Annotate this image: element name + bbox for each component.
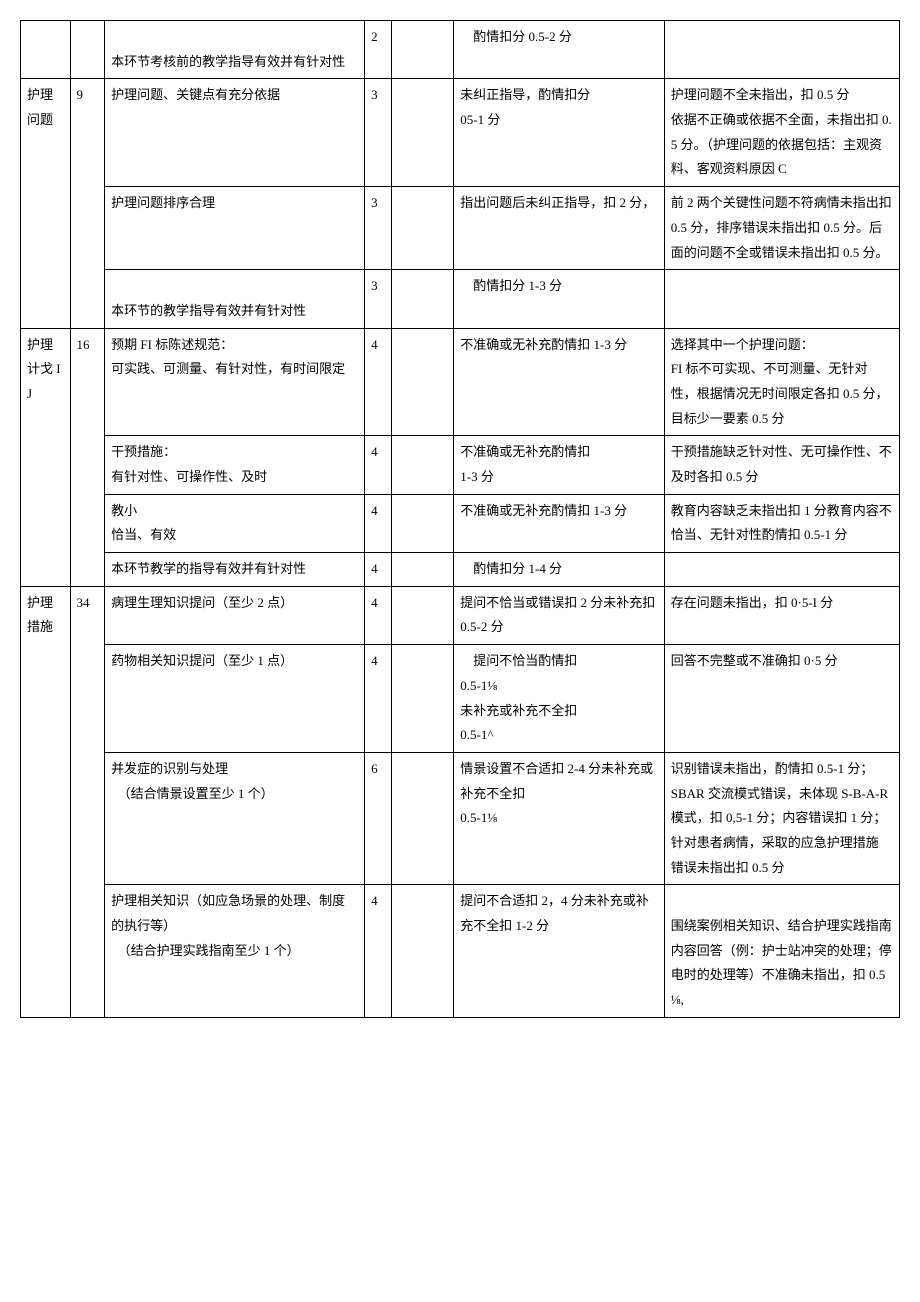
table-row: 本环节教学的指导有效并有针对性4 酌情扣分 1-4 分 (21, 553, 900, 587)
blank-cell (392, 187, 454, 270)
points-cell: 4 (365, 586, 392, 644)
score-weight-cell (70, 21, 105, 79)
criteria-cell: 预期 FI 标陈述规范：可实践、可测量、有针对性，有时间限定 (105, 328, 365, 436)
criteria-cell: 护理相关知识（如应急场景的处理、制度的执行等） （结合护理实践指南至少 1 个） (105, 885, 365, 1017)
table-row: 并发症的识别与处理 （结合情景设置至少 1 个）6 情景设置不合适扣 2-4 分未… (21, 752, 900, 884)
criteria-cell: 护理问题排序合理 (105, 187, 365, 270)
category-cell: 护理问题 (21, 79, 71, 328)
criteria-cell: 教小恰当、有效 (105, 494, 365, 552)
deduction-teacher-cell: 指出问题后未纠正指导，扣 2 分， (454, 187, 664, 270)
deduction-student-cell: 选择其中一个护理问题：FI 标不可实现、不可测量、无针对性，根据情况无时间限定各… (664, 328, 899, 436)
points-cell: 3 (365, 187, 392, 270)
table-row: 护理问题9护理问题、关键点有充分依据3未纠正指导，酌情扣分05-1 分护理问题不… (21, 79, 900, 187)
blank-cell (392, 885, 454, 1017)
deduction-teacher-cell: 不准确或无补充酌情扣 1-3 分 (454, 328, 664, 436)
deduction-student-cell: 干预措施缺乏针对性、无可操作性、不及时各扣 0.5 分 (664, 436, 899, 494)
deduction-student-cell: 教育内容缺乏未指出扣 1 分教育内容不恰当、无针对性酌情扣 0.5-1 分 (664, 494, 899, 552)
blank-cell (392, 494, 454, 552)
criteria-cell: 病理生理知识提问（至少 2 点） (105, 586, 365, 644)
points-cell: 4 (365, 436, 392, 494)
criteria-cell: 本环节的教学指导有效并有针对性 (105, 270, 365, 328)
blank-cell (392, 79, 454, 187)
criteria-cell: 本环节考核前的教学指导有效并有针对性 (105, 21, 365, 79)
points-cell: 3 (365, 270, 392, 328)
deduction-student-cell: 存在问题未指出，扣 0·5-I 分 (664, 586, 899, 644)
deduction-student-cell (664, 270, 899, 328)
table-row: 护理措施34病理生理知识提问（至少 2 点）4提问不恰当或错误扣 2 分未补充扣… (21, 586, 900, 644)
table-row: 本环节的教学指导有效并有针对性3 酌情扣分 1-3 分 (21, 270, 900, 328)
table-row: 干预措施：有针对性、可操作性、及时4 不准确或无补充酌情扣1-3 分干预措施缺乏针… (21, 436, 900, 494)
points-cell: 4 (365, 553, 392, 587)
blank-cell (392, 553, 454, 587)
deduction-student-cell: 围绕案例相关知识、结合护理实践指南内容回答（例：护士站冲突的处理；停电时的处理等… (664, 885, 899, 1017)
points-cell: 3 (365, 79, 392, 187)
points-cell: 4 (365, 494, 392, 552)
table-row: 护理计戈 IJ16预期 FI 标陈述规范：可实践、可测量、有针对性，有时间限定4… (21, 328, 900, 436)
blank-cell (392, 21, 454, 79)
criteria-cell: 本环节教学的指导有效并有针对性 (105, 553, 365, 587)
criteria-cell: 护理问题、关键点有充分依据 (105, 79, 365, 187)
score-weight-cell: 9 (70, 79, 105, 328)
criteria-cell: 干预措施：有针对性、可操作性、及时 (105, 436, 365, 494)
category-cell: 护理计戈 IJ (21, 328, 71, 586)
deduction-teacher-cell: 提问不恰当或错误扣 2 分未补充扣 0.5-2 分 (454, 586, 664, 644)
deduction-teacher-cell: 情景设置不合适扣 2-4 分未补充或补充不全扣0.5-1⅛ (454, 752, 664, 884)
score-weight-cell: 16 (70, 328, 105, 586)
criteria-cell: 并发症的识别与处理 （结合情景设置至少 1 个） (105, 752, 365, 884)
criteria-cell: 药物相关知识提问（至少 1 点） (105, 645, 365, 753)
deduction-teacher-cell: 提问不合适扣 2，4 分未补充或补充不全扣 1-2 分 (454, 885, 664, 1017)
deduction-student-cell (664, 553, 899, 587)
table-row: 药物相关知识提问（至少 1 点）4 提问不恰当酌情扣0.5-1⅛未补充或补充不全… (21, 645, 900, 753)
deduction-teacher-cell: 酌情扣分 0.5-2 分 (454, 21, 664, 79)
deduction-student-cell: 识别错误未指出，酌情扣 0.5-1 分；SBAR 交流模式错误，未体现 S-B-… (664, 752, 899, 884)
points-cell: 4 (365, 885, 392, 1017)
blank-cell (392, 586, 454, 644)
points-cell: 4 (365, 645, 392, 753)
deduction-student-cell: 回答不完整或不准确扣 0·5 分 (664, 645, 899, 753)
blank-cell (392, 436, 454, 494)
category-cell (21, 21, 71, 79)
table-row: 护理问题排序合理3 指出问题后未纠正指导，扣 2 分，前 2 两个关键性问题不符病… (21, 187, 900, 270)
blank-cell (392, 270, 454, 328)
blank-cell (392, 328, 454, 436)
deduction-teacher-cell: 不准确或无补充酌情扣 1-3 分 (454, 494, 664, 552)
blank-cell (392, 752, 454, 884)
evaluation-table: 本环节考核前的教学指导有效并有针对性2 酌情扣分 0.5-2 分护理问题9护理问… (20, 20, 900, 1018)
table-row: 护理相关知识（如应急场景的处理、制度的执行等） （结合护理实践指南至少 1 个）… (21, 885, 900, 1017)
deduction-teacher-cell: 不准确或无补充酌情扣1-3 分 (454, 436, 664, 494)
category-cell: 护理措施 (21, 586, 71, 1017)
deduction-teacher-cell: 酌情扣分 1-3 分 (454, 270, 664, 328)
deduction-teacher-cell: 未纠正指导，酌情扣分05-1 分 (454, 79, 664, 187)
table-row: 教小恰当、有效4 不准确或无补充酌情扣 1-3 分教育内容缺乏未指出扣 1 分教育… (21, 494, 900, 552)
deduction-teacher-cell: 酌情扣分 1-4 分 (454, 553, 664, 587)
blank-cell (392, 645, 454, 753)
deduction-student-cell (664, 21, 899, 79)
deduction-teacher-cell: 提问不恰当酌情扣0.5-1⅛未补充或补充不全扣0.5-1^ (454, 645, 664, 753)
points-cell: 6 (365, 752, 392, 884)
points-cell: 4 (365, 328, 392, 436)
score-weight-cell: 34 (70, 586, 105, 1017)
deduction-student-cell: 护理问题不全未指出，扣 0.5 分依据不正确或依据不全面，未指出扣 0.5 分。… (664, 79, 899, 187)
points-cell: 2 (365, 21, 392, 79)
table-row: 本环节考核前的教学指导有效并有针对性2 酌情扣分 0.5-2 分 (21, 21, 900, 79)
deduction-student-cell: 前 2 两个关键性问题不符病情未指出扣 0.5 分，排序错误未指出扣 0.5 分… (664, 187, 899, 270)
